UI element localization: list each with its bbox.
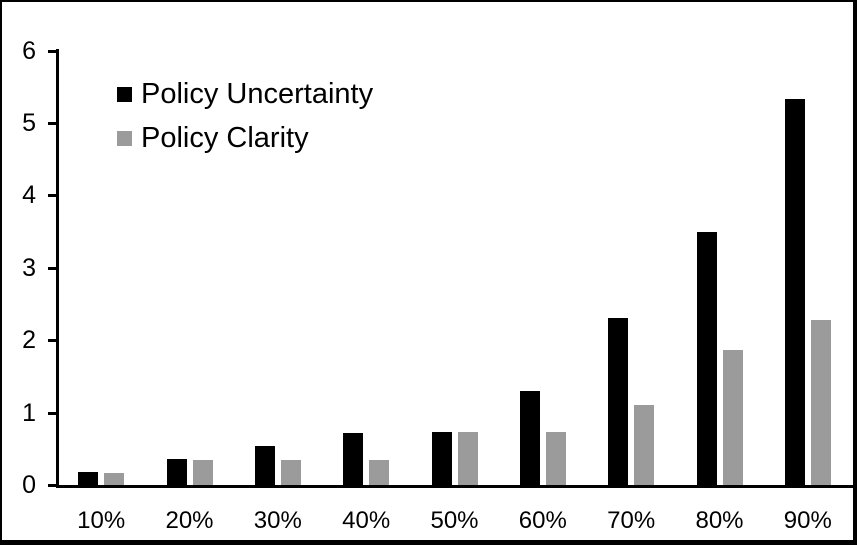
x-tick-label-50%: 50% xyxy=(430,507,479,534)
legend: Policy Uncertainty Policy Clarity xyxy=(117,79,373,154)
legend-swatch-policy-clarity xyxy=(117,131,132,146)
y-axis-tick-2 xyxy=(48,339,56,342)
y-axis-line xyxy=(56,49,59,488)
y-axis-tick-4 xyxy=(48,194,56,197)
bar-policy-clarity-40% xyxy=(369,460,389,485)
bar-policy-uncertainty-90% xyxy=(785,99,805,485)
bar-policy-uncertainty-80% xyxy=(697,232,717,485)
y-tick-label-2: 2 xyxy=(22,326,36,354)
legend-item-policy-uncertainty: Policy Uncertainty xyxy=(117,79,373,110)
y-tick-label-1: 1 xyxy=(22,399,36,427)
legend-label-policy-uncertainty: Policy Uncertainty xyxy=(141,78,374,110)
bar-policy-clarity-50% xyxy=(458,432,478,485)
bar-policy-clarity-70% xyxy=(634,405,654,485)
legend-swatch-policy-uncertainty xyxy=(117,87,132,102)
bar-policy-clarity-20% xyxy=(193,460,213,485)
bar-policy-clarity-80% xyxy=(723,350,743,485)
legend-label-policy-clarity: Policy Clarity xyxy=(141,122,309,154)
y-tick-label-6: 6 xyxy=(22,37,36,65)
x-tick-label-70%: 70% xyxy=(607,507,656,534)
bar-policy-uncertainty-40% xyxy=(343,433,363,485)
bar-policy-uncertainty-20% xyxy=(167,459,187,485)
legend-item-policy-clarity: Policy Clarity xyxy=(117,123,373,154)
x-axis-line xyxy=(56,485,853,488)
bar-policy-clarity-90% xyxy=(811,320,831,485)
y-axis-tick-6 xyxy=(48,50,56,53)
y-tick-label-0: 0 xyxy=(22,471,36,499)
y-tick-label-4: 4 xyxy=(22,181,36,209)
x-tick-label-90%: 90% xyxy=(783,507,832,534)
bar-policy-uncertainty-30% xyxy=(255,446,275,485)
x-tick-label-40%: 40% xyxy=(342,507,391,534)
x-tick-label-20%: 20% xyxy=(165,507,214,534)
x-tick-label-10%: 10% xyxy=(77,507,126,534)
x-tick-label-60%: 60% xyxy=(518,507,567,534)
y-axis-tick-0 xyxy=(48,484,56,487)
y-tick-label-5: 5 xyxy=(22,109,36,137)
x-tick-label-80%: 80% xyxy=(695,507,744,534)
bar-policy-uncertainty-50% xyxy=(432,432,452,485)
y-axis-tick-1 xyxy=(48,412,56,415)
y-axis-tick-5 xyxy=(48,122,56,125)
bar-policy-uncertainty-60% xyxy=(520,391,540,485)
bar-policy-clarity-10% xyxy=(104,473,124,485)
y-tick-label-3: 3 xyxy=(22,254,36,282)
bar-policy-uncertainty-10% xyxy=(78,472,98,485)
bar-policy-clarity-60% xyxy=(546,432,566,485)
bar-policy-clarity-30% xyxy=(281,460,301,485)
x-tick-label-30%: 30% xyxy=(253,507,302,534)
y-axis-tick-3 xyxy=(48,267,56,270)
bar-policy-uncertainty-70% xyxy=(608,318,628,485)
